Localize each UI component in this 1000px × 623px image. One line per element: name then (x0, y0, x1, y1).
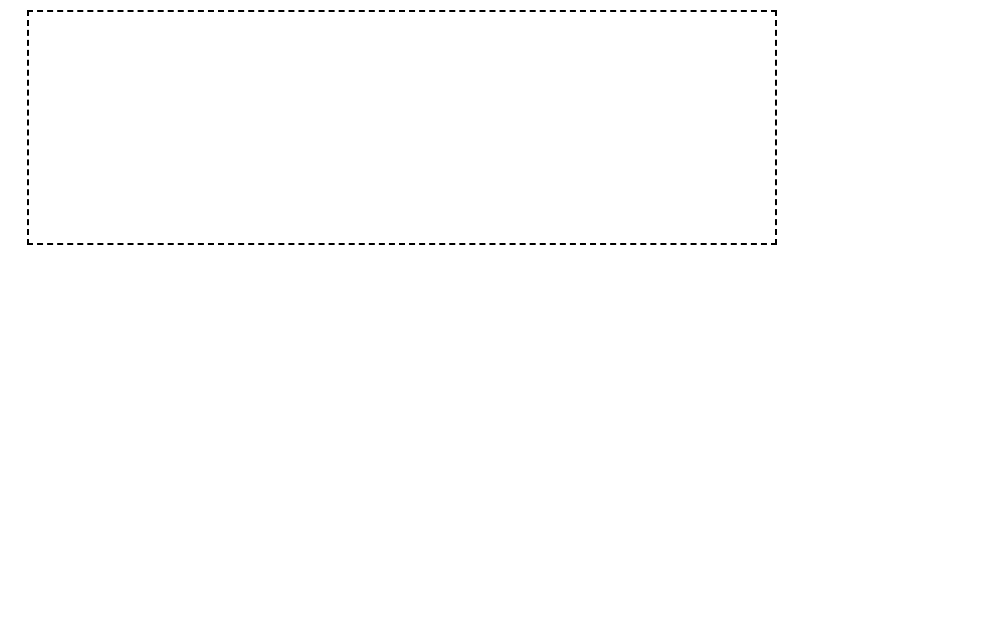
current-control-region (27, 10, 777, 245)
diagram-canvas (0, 0, 1000, 623)
